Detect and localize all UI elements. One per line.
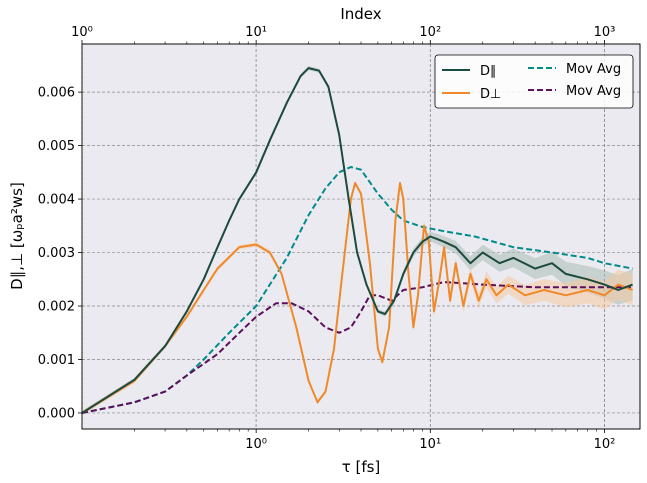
y-tick-label: 0.005 xyxy=(38,139,75,154)
legend-label: Mov Avg xyxy=(566,84,621,99)
y-tick-label: 0.004 xyxy=(38,193,75,208)
top-axis-label: Index xyxy=(340,5,381,23)
top-tick-label: 10² xyxy=(419,25,441,40)
x-tick-label: 10² xyxy=(594,437,616,452)
y-tick-label: 0.003 xyxy=(38,246,75,261)
legend-box xyxy=(434,54,634,109)
top-tick-label: 10⁰ xyxy=(71,25,93,40)
series-line xyxy=(81,281,633,414)
legend-label: D⊥ xyxy=(480,87,501,102)
legend-label: D∥ xyxy=(480,64,497,79)
uncertainty-bands xyxy=(82,65,633,416)
y-tick-label: 0.000 xyxy=(38,406,75,421)
x-axis-label: τ [fs] xyxy=(342,458,381,476)
top-tick-label: 10³ xyxy=(594,25,616,40)
y-axis-label: D∥,⊥ [ωₚa²ws] xyxy=(8,182,26,290)
top-tick-label: 10¹ xyxy=(245,25,267,40)
y-tick-label: 0.006 xyxy=(38,86,75,101)
series-line xyxy=(81,182,633,414)
legend: D∥ D⊥ Mov Avg Mov Avg xyxy=(434,54,634,109)
plot-frame xyxy=(81,43,641,430)
series-line xyxy=(81,166,633,414)
uncertainty-band xyxy=(82,179,633,416)
series-line xyxy=(81,67,633,414)
x-tick-label: 10¹ xyxy=(419,437,441,452)
axes: 0.000 0.001 0.002 0.003 0.004 0.005 0.006 10⁰ 10… xyxy=(38,25,641,452)
series-lines xyxy=(81,67,633,414)
x-tick-label: 10⁰ xyxy=(245,437,267,452)
y-tick-label: 0.001 xyxy=(38,353,75,368)
legend-label: Mov Avg xyxy=(566,62,621,77)
y-tick-label: 0.002 xyxy=(38,300,75,315)
